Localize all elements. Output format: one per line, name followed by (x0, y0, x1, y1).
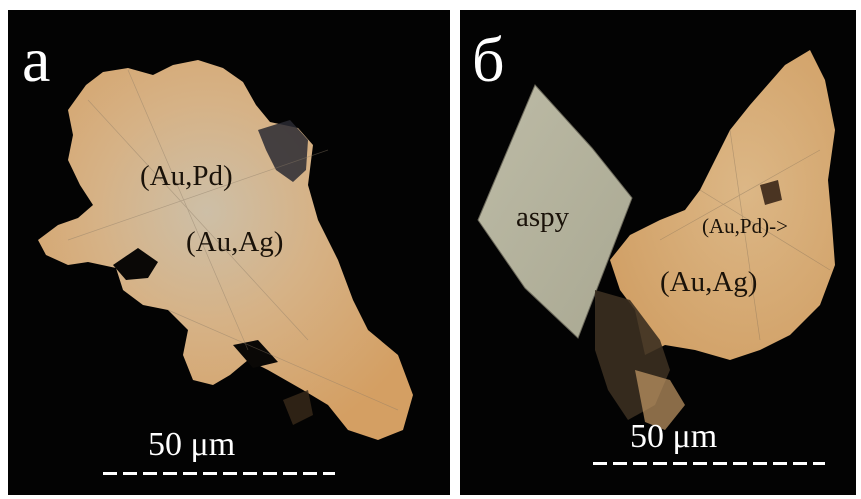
label-au-pd-a: (Au,Pd) (140, 160, 233, 192)
scale-bar-label-a: 50 μm (148, 426, 236, 463)
gold-grain-a-image (38, 60, 413, 440)
label-aspy: aspy (516, 201, 570, 233)
gold-grain-b-image (477, 50, 835, 430)
aspy-crystal (477, 84, 633, 339)
label-au-pd-b: (Au,Pd)-> (702, 214, 788, 238)
panel-b-letter: б (472, 24, 505, 95)
label-au-ag-a: (Au,Ag) (186, 226, 284, 258)
label-au-ag-b: (Au,Ag) (660, 266, 758, 298)
grain-a-dark-inclusion (258, 120, 308, 182)
scale-bar-label-b: 50 μm (630, 418, 718, 455)
panel-a: а (Au,Pd) (Au,Ag) 50 μm (8, 10, 450, 495)
panel-b: б aspy (Au,Pd)-> (Au,Ag) 50 μm (460, 10, 856, 495)
grain-a-outline (38, 60, 413, 440)
panel-a-letter: а (22, 24, 51, 95)
scale-bar-line-b (593, 462, 825, 465)
gold-grain-b-outline (610, 50, 835, 360)
scale-bar-line-a (103, 472, 335, 475)
